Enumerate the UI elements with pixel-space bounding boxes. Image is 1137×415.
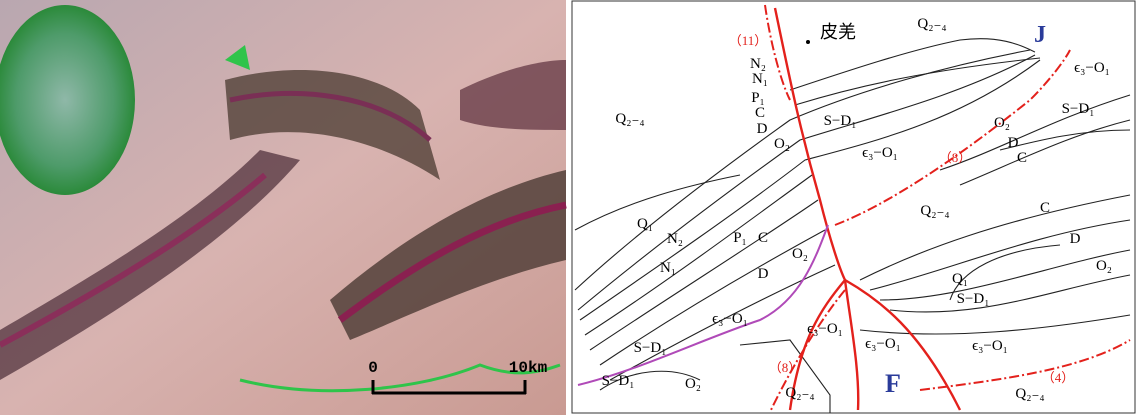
map-label: D [1008, 135, 1019, 151]
contacts [574, 38, 1131, 413]
map-label: （8） [939, 150, 972, 165]
map-label: ϵ₃−O₁ [807, 321, 843, 337]
map-label: D [758, 266, 769, 282]
ridge [330, 170, 566, 340]
map-label: Q₂₋₄ [615, 111, 644, 127]
map-label: N₂ [667, 231, 683, 247]
fault [844, 278, 962, 411]
fault-dashed [769, 289, 846, 413]
scale-label: 10km [509, 359, 548, 377]
map-label: C [1017, 150, 1027, 166]
map-label: （11） [729, 33, 768, 48]
map-label: Q₂₋₄ [917, 16, 946, 32]
map-label: ϵ₃−O₁ [865, 336, 901, 352]
fault-dashed [834, 49, 1071, 226]
map-label: Q₁ [637, 216, 653, 232]
map-label: Q₂₋₄ [785, 385, 814, 401]
green-patch [225, 45, 250, 70]
map-label: （4） [1042, 370, 1075, 385]
map-label: ϵ₃−O₁ [712, 311, 748, 327]
scale-label: 0 [368, 359, 378, 377]
map-label: P₁ [751, 90, 765, 106]
fault-dashed [919, 339, 1131, 391]
oasis [0, 5, 135, 195]
map-label: ϵ₃−O₁ [862, 145, 898, 161]
map-label: P₁ [733, 230, 747, 246]
fault [773, 7, 860, 411]
map-label: 皮羌 [820, 22, 856, 42]
map-label: D [757, 121, 768, 137]
town-marker [806, 40, 810, 44]
fault [788, 279, 846, 411]
map-label: C [1040, 200, 1050, 216]
map-label: N₁ [752, 71, 768, 87]
map-label: O₂ [685, 376, 701, 392]
map-label: J [1034, 22, 1046, 48]
map-label: O₂ [792, 246, 808, 262]
map-label: N₂ [750, 56, 766, 72]
map-label: D [1070, 231, 1081, 247]
geologic-map [571, 0, 1136, 414]
map-label: S−D₁ [1062, 101, 1095, 117]
map-label: C [758, 230, 768, 246]
map-label: S−D₁ [634, 340, 667, 356]
map-label: Q₂₋₄ [920, 203, 949, 219]
map-label: Q₁ [952, 271, 968, 287]
map-label: N₁ [660, 260, 676, 276]
map-label: Q₂₋₄ [1015, 386, 1044, 402]
map-label: S−D₁ [957, 291, 990, 307]
map-label: S−D₁ [602, 373, 635, 389]
map-label: F [885, 369, 901, 398]
map-label: O₂ [1096, 258, 1112, 274]
map-label: （8） [769, 360, 802, 375]
map-label: ϵ₃−O₁ [972, 338, 1008, 354]
ridge-band [0, 172, 267, 348]
map-label: S−D₁ [824, 113, 857, 129]
map-label: O₂ [774, 136, 790, 152]
ridge-band [337, 201, 567, 323]
ridge [225, 70, 440, 180]
map-label: C [755, 105, 765, 121]
map-label: ϵ₃−O₁ [1074, 60, 1110, 76]
boundary [577, 224, 829, 386]
river [239, 363, 561, 393]
fault-dashed [764, 4, 791, 101]
ridge [460, 60, 566, 130]
map-label: O₂ [994, 115, 1010, 131]
satellite-image: 0 10km [0, 0, 567, 415]
ridge-band [229, 91, 432, 142]
